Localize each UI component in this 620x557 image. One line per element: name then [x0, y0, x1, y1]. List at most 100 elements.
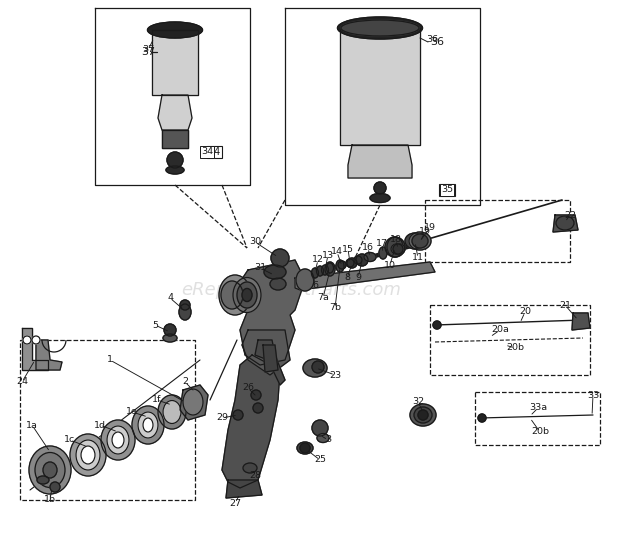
Polygon shape — [295, 262, 435, 290]
Text: 4: 4 — [167, 294, 173, 302]
Polygon shape — [242, 330, 290, 375]
Text: 7b: 7b — [329, 304, 341, 312]
Text: 1b: 1b — [44, 496, 56, 505]
Circle shape — [233, 410, 243, 420]
Polygon shape — [340, 28, 420, 145]
Text: 17: 17 — [376, 240, 388, 248]
Circle shape — [50, 482, 60, 492]
Text: 13: 13 — [322, 251, 334, 260]
Text: 1c: 1c — [64, 436, 76, 444]
Ellipse shape — [37, 476, 49, 484]
Ellipse shape — [29, 446, 71, 494]
Circle shape — [167, 152, 183, 168]
Ellipse shape — [322, 265, 329, 275]
Polygon shape — [162, 130, 188, 148]
Ellipse shape — [303, 359, 327, 377]
Ellipse shape — [132, 406, 164, 444]
Text: 12: 12 — [312, 256, 324, 265]
Ellipse shape — [179, 304, 191, 320]
Text: 23: 23 — [329, 370, 341, 379]
Polygon shape — [226, 480, 262, 498]
Ellipse shape — [336, 260, 344, 272]
Text: 34: 34 — [201, 148, 213, 157]
Circle shape — [180, 300, 190, 310]
Ellipse shape — [163, 400, 181, 423]
Ellipse shape — [297, 442, 313, 454]
Text: 1a: 1a — [26, 421, 38, 429]
Ellipse shape — [341, 20, 419, 36]
Text: 15: 15 — [342, 245, 354, 253]
Text: 22: 22 — [564, 211, 576, 219]
Ellipse shape — [270, 278, 286, 290]
Polygon shape — [180, 385, 208, 420]
Circle shape — [393, 244, 403, 254]
Text: 3: 3 — [325, 436, 331, 444]
Circle shape — [271, 249, 289, 267]
Polygon shape — [238, 260, 305, 365]
Ellipse shape — [233, 277, 261, 312]
Ellipse shape — [311, 268, 319, 278]
Text: 1f: 1f — [153, 395, 162, 404]
Ellipse shape — [414, 407, 432, 423]
Text: 36: 36 — [430, 37, 444, 47]
Ellipse shape — [405, 233, 425, 249]
Text: 24: 24 — [16, 378, 28, 387]
Ellipse shape — [409, 232, 431, 250]
Text: 20a: 20a — [491, 325, 509, 335]
Ellipse shape — [183, 389, 203, 415]
Text: 11: 11 — [412, 253, 424, 262]
Text: 33: 33 — [587, 390, 599, 399]
Text: 21: 21 — [559, 300, 571, 310]
Text: 9: 9 — [355, 273, 361, 282]
Circle shape — [374, 182, 386, 194]
Text: 29: 29 — [216, 413, 228, 423]
Text: eReplacementParts.com: eReplacementParts.com — [182, 281, 401, 299]
Polygon shape — [255, 340, 285, 385]
Ellipse shape — [243, 463, 257, 473]
Ellipse shape — [143, 418, 153, 432]
Ellipse shape — [148, 22, 203, 38]
Ellipse shape — [81, 446, 95, 464]
Text: 7a: 7a — [317, 294, 329, 302]
Ellipse shape — [35, 452, 65, 487]
Circle shape — [338, 261, 346, 269]
Circle shape — [251, 390, 261, 400]
Ellipse shape — [337, 17, 422, 39]
Ellipse shape — [237, 282, 257, 308]
Circle shape — [164, 324, 176, 336]
Ellipse shape — [112, 432, 124, 448]
Polygon shape — [158, 95, 192, 130]
Text: 8: 8 — [344, 273, 350, 282]
Ellipse shape — [379, 247, 387, 259]
Text: 30: 30 — [249, 237, 261, 247]
Polygon shape — [36, 340, 62, 370]
Text: 18: 18 — [390, 236, 402, 245]
Text: 20: 20 — [519, 307, 531, 316]
Circle shape — [385, 237, 405, 257]
Circle shape — [23, 336, 31, 344]
Ellipse shape — [221, 281, 243, 309]
Polygon shape — [553, 215, 578, 232]
Circle shape — [354, 256, 362, 264]
Circle shape — [356, 254, 368, 266]
Text: 16: 16 — [362, 243, 374, 252]
Ellipse shape — [76, 440, 100, 470]
Text: 5: 5 — [152, 320, 158, 330]
Ellipse shape — [296, 269, 314, 291]
Ellipse shape — [325, 262, 335, 276]
Circle shape — [32, 336, 40, 344]
Ellipse shape — [138, 412, 158, 438]
Text: 35: 35 — [441, 185, 453, 194]
Circle shape — [478, 414, 486, 422]
Circle shape — [346, 259, 354, 267]
Ellipse shape — [412, 234, 428, 248]
Polygon shape — [152, 30, 198, 95]
Text: 37: 37 — [142, 46, 154, 55]
Ellipse shape — [387, 237, 403, 257]
Text: 10: 10 — [384, 261, 396, 270]
Circle shape — [418, 410, 428, 420]
Ellipse shape — [317, 433, 329, 442]
Circle shape — [347, 258, 357, 268]
Circle shape — [312, 361, 324, 373]
Text: 34: 34 — [208, 147, 220, 157]
